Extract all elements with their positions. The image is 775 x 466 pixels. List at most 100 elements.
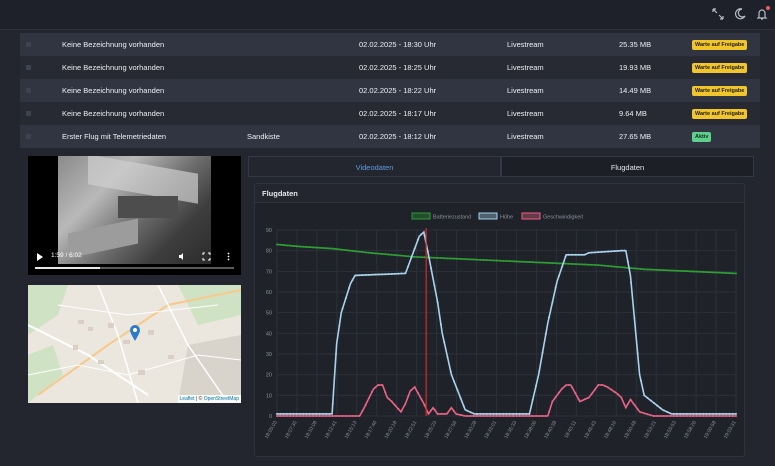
data-point[interactable] <box>312 246 315 249</box>
data-point[interactable] <box>561 387 564 390</box>
data-point[interactable] <box>384 253 387 256</box>
data-point[interactable] <box>659 407 662 410</box>
data-point[interactable] <box>613 250 616 253</box>
data-point[interactable] <box>446 412 449 415</box>
data-point[interactable] <box>489 415 492 417</box>
data-point[interactable] <box>620 396 623 399</box>
data-point[interactable] <box>725 415 728 417</box>
data-point[interactable] <box>282 244 285 247</box>
data-point[interactable] <box>603 264 606 267</box>
data-point[interactable] <box>594 388 597 391</box>
data-point[interactable] <box>607 265 610 268</box>
data-point[interactable] <box>436 412 439 415</box>
data-point[interactable] <box>731 272 734 275</box>
row-select-checkbox[interactable] <box>26 42 31 47</box>
data-point[interactable] <box>331 415 334 417</box>
data-point[interactable] <box>725 412 728 415</box>
data-point[interactable] <box>456 257 459 260</box>
legend-swatch[interactable] <box>478 212 498 220</box>
data-point[interactable] <box>512 412 515 415</box>
data-point[interactable] <box>689 412 692 415</box>
data-point[interactable] <box>551 262 554 265</box>
legend-swatch[interactable] <box>411 212 431 220</box>
data-point[interactable] <box>541 261 544 264</box>
data-point[interactable] <box>312 415 315 417</box>
data-point[interactable] <box>669 269 672 272</box>
data-point[interactable] <box>413 386 416 389</box>
data-point[interactable] <box>279 412 282 415</box>
data-point[interactable] <box>636 352 639 355</box>
legend-label[interactable]: Geschwindigkeit <box>543 215 584 221</box>
data-point[interactable] <box>390 400 393 403</box>
data-point[interactable] <box>712 415 715 417</box>
data-point[interactable] <box>377 273 380 276</box>
data-point[interactable] <box>679 415 682 417</box>
data-point[interactable] <box>643 268 646 271</box>
data-point[interactable] <box>394 404 397 407</box>
data-point[interactable] <box>357 274 360 277</box>
data-point[interactable] <box>472 412 475 415</box>
data-point[interactable] <box>557 391 560 394</box>
data-point[interactable] <box>574 253 577 256</box>
data-point[interactable] <box>531 261 534 264</box>
row-select-checkbox[interactable] <box>26 134 31 139</box>
data-point[interactable] <box>571 386 574 389</box>
data-point[interactable] <box>410 256 413 259</box>
data-point[interactable] <box>292 412 295 415</box>
data-point[interactable] <box>735 412 737 415</box>
data-point[interactable] <box>407 255 410 258</box>
data-point[interactable] <box>633 403 636 406</box>
data-point[interactable] <box>449 370 452 373</box>
data-point[interactable] <box>308 412 311 415</box>
data-point[interactable] <box>662 409 665 412</box>
data-point[interactable] <box>548 261 551 264</box>
data-point[interactable] <box>721 412 724 415</box>
data-point[interactable] <box>423 404 426 407</box>
data-point[interactable] <box>712 271 715 274</box>
data-point[interactable] <box>321 247 324 250</box>
table-row[interactable]: Keine Bezeichnung vorhanden 02.02.2025 - … <box>20 56 760 79</box>
data-point[interactable] <box>728 272 731 275</box>
osm-link[interactable]: OpenStreetMap <box>203 396 239 402</box>
data-point[interactable] <box>390 253 393 256</box>
data-point[interactable] <box>544 415 547 417</box>
data-point[interactable] <box>371 273 374 276</box>
data-point[interactable] <box>626 403 629 406</box>
data-point[interactable] <box>538 261 541 264</box>
data-point[interactable] <box>702 270 705 273</box>
data-point[interactable] <box>721 415 724 417</box>
data-point[interactable] <box>620 266 623 269</box>
data-point[interactable] <box>472 415 475 417</box>
data-point[interactable] <box>482 412 485 415</box>
data-point[interactable] <box>508 412 511 415</box>
data-point[interactable] <box>439 323 442 326</box>
data-point[interactable] <box>548 410 551 413</box>
data-point[interactable] <box>580 399 583 402</box>
series-line[interactable] <box>276 243 737 275</box>
data-point[interactable] <box>298 412 301 415</box>
data-point[interactable] <box>702 412 705 415</box>
data-point[interactable] <box>318 246 321 249</box>
data-point[interactable] <box>584 398 587 401</box>
row-select-checkbox[interactable] <box>26 65 31 70</box>
data-point[interactable] <box>731 412 734 415</box>
data-point[interactable] <box>344 297 347 300</box>
data-point[interactable] <box>610 388 613 391</box>
data-point[interactable] <box>705 412 708 415</box>
data-point[interactable] <box>653 268 656 271</box>
video-progress-bar[interactable] <box>35 267 234 269</box>
volume-icon[interactable] <box>178 252 187 261</box>
data-point[interactable] <box>551 400 554 403</box>
data-point[interactable] <box>426 411 429 414</box>
data-point[interactable] <box>433 256 436 259</box>
data-point[interactable] <box>551 301 554 304</box>
data-point[interactable] <box>594 251 597 254</box>
data-point[interactable] <box>682 415 685 417</box>
data-point[interactable] <box>387 273 390 276</box>
data-point[interactable] <box>335 352 338 355</box>
data-point[interactable] <box>485 412 488 415</box>
data-point[interactable] <box>397 254 400 257</box>
data-point[interactable] <box>315 415 318 417</box>
data-point[interactable] <box>646 396 649 399</box>
data-point[interactable] <box>528 412 531 415</box>
